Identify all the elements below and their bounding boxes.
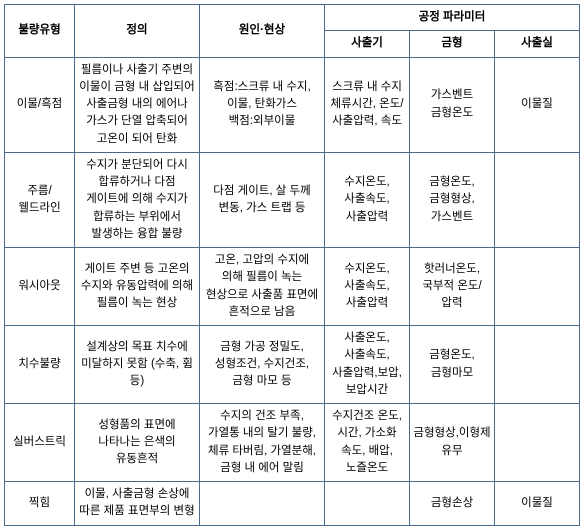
cell-param-mold: 핫러너온도, 국부적 온도/압력 (410, 248, 495, 326)
cell-param-room: 이물질 (495, 482, 580, 526)
cell-param-room (495, 248, 580, 326)
cell-cause: 금형 가공 정밀도, 성형조건, 수지건조, 금형 마모 등 (200, 326, 325, 404)
cell-cause: 흑점:스크류 내 수지, 이물, 탄화가스백점:외부이물 (200, 57, 325, 152)
cell-type: 실버스트릭 (5, 404, 75, 482)
cell-definition: 성형품의 표면에 나타나는 은색의 유동흔적 (75, 404, 200, 482)
cell-param-mold: 가스벤트 금형온도 (410, 57, 495, 152)
table-row: 찍힘이물, 사출금형 손상에 따른 제품 표면부의 변형 금형손상이물질 (5, 482, 580, 526)
cell-param-injection (325, 482, 410, 526)
cell-param-room (495, 152, 580, 247)
cell-param-injection: 수지건조 온도,시간, 가소화 속도, 배압, 노즐온도 (325, 404, 410, 482)
cell-definition: 필름이나 사출기 주변의 이물이 금형 내 삽입되어 사출금형 내의 에어나 가… (75, 57, 200, 152)
cell-cause: 다점 게이트, 살 두께 변동, 가스 트랩 등 (200, 152, 325, 247)
cell-definition: 수지가 분단되어 다시 합류하거나 다점 게이트에 의해 수지가 합류하는 부위… (75, 152, 200, 247)
cell-param-mold: 금형손상 (410, 482, 495, 526)
header-param-room: 사출실 (495, 31, 580, 57)
cell-type: 워시아웃 (5, 248, 75, 326)
table-row: 실버스트릭성형품의 표면에 나타나는 은색의 유동흔적수지의 건조 부족, 가열… (5, 404, 580, 482)
cell-param-mold: 금형온도,금형마모 (410, 326, 495, 404)
cell-param-room (495, 326, 580, 404)
table-body: 이물/흑점필름이나 사출기 주변의 이물이 금형 내 삽입되어 사출금형 내의 … (5, 57, 580, 525)
cell-definition: 설계상의 목표 치수에 미달하지 못함 (수축, 휨 등) (75, 326, 200, 404)
cell-type: 찍힘 (5, 482, 75, 526)
cell-param-injection: 스크류 내 수지 체류시간, 온도/사출압력, 속도 (325, 57, 410, 152)
cell-cause: 수지의 건조 부족, 가열통 내의 탈기 불량, 체류 타버림, 가열분해, 금… (200, 404, 325, 482)
table-row: 치수불량설계상의 목표 치수에 미달하지 못함 (수축, 휨 등)금형 가공 정… (5, 326, 580, 404)
cell-param-room (495, 404, 580, 482)
cell-param-injection: 사출온도,사출속도,사출압력,보압, 보압시간 (325, 326, 410, 404)
cell-type: 주름/웰드라인 (5, 152, 75, 247)
cell-cause: 고온, 고압의 수지에 의해 필름이 녹는 현상으로 사출품 표면에 흔적으로 … (200, 248, 325, 326)
cell-param-room: 이물질 (495, 57, 580, 152)
cell-param-mold: 금형형상,이형제 유무 (410, 404, 495, 482)
cell-type: 이물/흑점 (5, 57, 75, 152)
header-row-1: 불량유형 정의 원인·현상 공정 파라미터 (5, 5, 580, 31)
cell-param-injection: 수지온도, 사출속도,사출압력 (325, 248, 410, 326)
header-definition: 정의 (75, 5, 200, 58)
header-process-param: 공정 파라미터 (325, 5, 580, 31)
cell-type: 치수불량 (5, 326, 75, 404)
header-defect-type: 불량유형 (5, 5, 75, 58)
header-cause: 원인·현상 (200, 5, 325, 58)
cell-param-mold: 금형온도,금형형상,가스벤트 (410, 152, 495, 247)
header-param-mold: 금형 (410, 31, 495, 57)
cell-definition: 게이트 주변 등 고온의 수지와 유동압력에 의해 필름이 녹는 현상 (75, 248, 200, 326)
table-row: 주름/웰드라인수지가 분단되어 다시 합류하거나 다점 게이트에 의해 수지가 … (5, 152, 580, 247)
table-row: 이물/흑점필름이나 사출기 주변의 이물이 금형 내 삽입되어 사출금형 내의 … (5, 57, 580, 152)
cell-definition: 이물, 사출금형 손상에 따른 제품 표면부의 변형 (75, 482, 200, 526)
table-row: 워시아웃게이트 주변 등 고온의 수지와 유동압력에 의해 필름이 녹는 현상고… (5, 248, 580, 326)
cell-cause (200, 482, 325, 526)
header-param-injection: 사출기 (325, 31, 410, 57)
cell-param-injection: 수지온도, 사출속도,사출압력 (325, 152, 410, 247)
defect-table: 불량유형 정의 원인·현상 공정 파라미터 사출기 금형 사출실 이물/흑점필름… (4, 4, 580, 526)
